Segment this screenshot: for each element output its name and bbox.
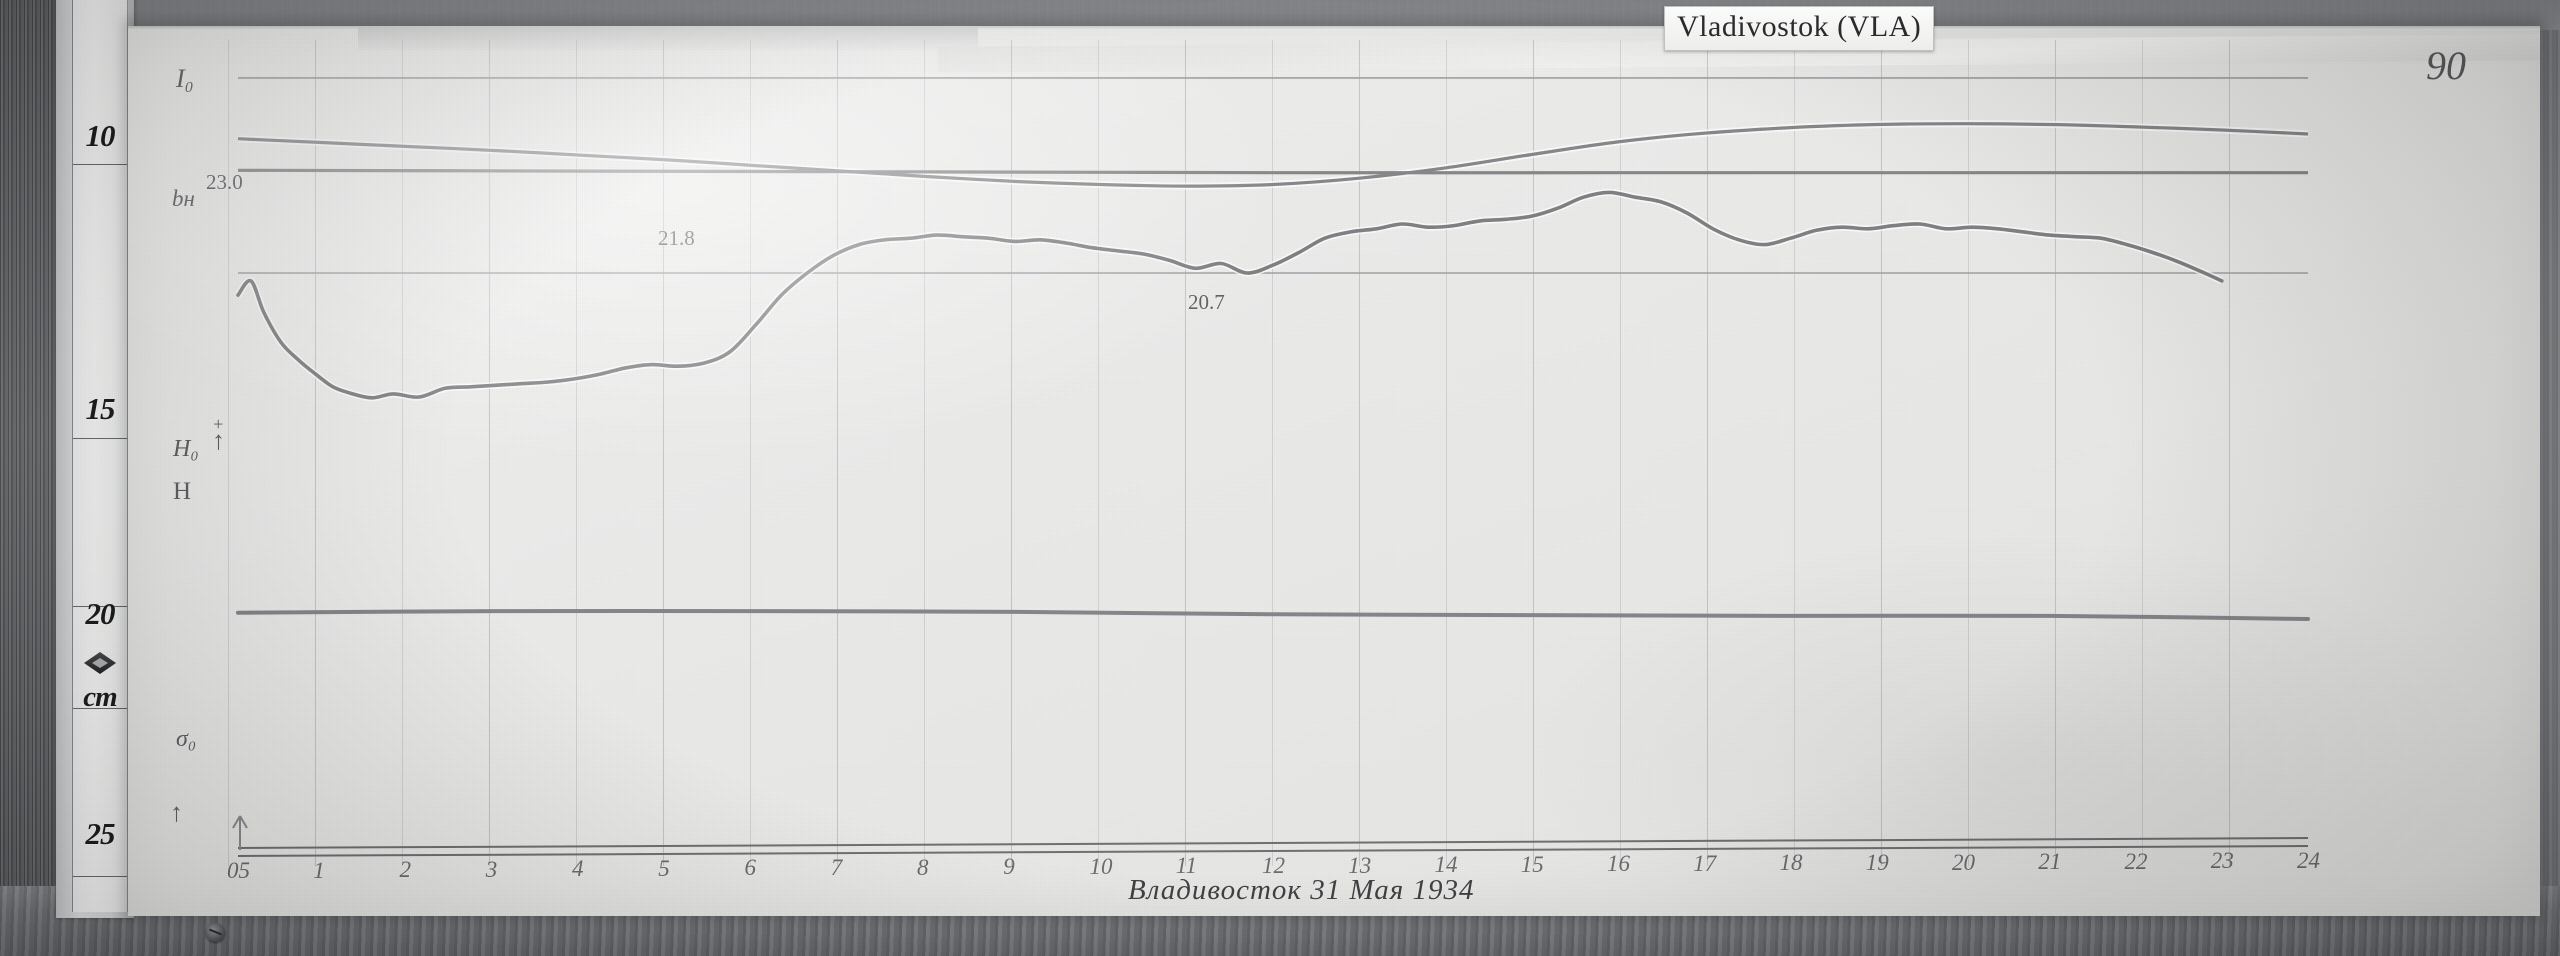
hour-tick-label-9: 9 (1003, 854, 1015, 880)
trace-label-sigma: σ₀ (176, 726, 197, 752)
ruler-diamond-logo (84, 652, 116, 674)
annotation-21-8: 21.8 (658, 226, 695, 250)
magnetogram-sheet: I₀ bн 23.0 21.8 20.7 H₀ + ↑ H σ₀ ↑ 05 1 2 3… (128, 26, 2540, 916)
hour-tick-label-6: 6 (744, 855, 757, 881)
screw-head (206, 923, 225, 942)
hour-tick-label-7: 7 (830, 855, 843, 881)
hour-tick-label-24: 24 (2297, 847, 2320, 873)
time-axis-rules (232, 815, 2309, 857)
handwritten-caption: Владивосток 31 Мая 1934 (1128, 874, 1475, 906)
hour-tick-label-4: 4 (572, 856, 584, 882)
hour-tick-label-23: 23 (2210, 848, 2234, 874)
hour-tick-label-3: 3 (485, 856, 498, 882)
ruler-mark-15: 15 (85, 391, 116, 426)
hour-tick-label-15: 15 (1520, 851, 1544, 877)
hour-tick-label-22: 22 (2124, 848, 2148, 874)
hour-tick-label-2: 2 (399, 857, 412, 883)
trace-label-bh: bн (172, 186, 195, 211)
ruler-unit-label: cm (83, 681, 117, 713)
station-label-text: Vladivostok (VLA) (1677, 10, 1922, 43)
hour-tick-label-21: 21 (2038, 849, 2062, 875)
hour-tick-label-19: 19 (1865, 850, 1889, 876)
annotation-declination-value: 23.0 (206, 170, 243, 194)
trace-label-h0: H₀ (173, 436, 199, 462)
ruler-mark-20: 20 (85, 596, 116, 631)
hour-tick-label-05: 05 (227, 858, 250, 883)
trace-label-h0-arrow: ↑ (212, 426, 225, 455)
station-label-sticker: Vladivostok (VLA) (1664, 6, 1935, 51)
hour-tick-label-18: 18 (1779, 850, 1803, 876)
hour-tick-label-5: 5 (658, 855, 670, 881)
hour-tick-label-1: 1 (313, 857, 325, 883)
hour-tick-label-10: 10 (1089, 853, 1113, 879)
trace-label-i0: I₀ (176, 64, 194, 93)
ruler-mark-10: 10 (85, 118, 116, 153)
ruler-mark-25: 25 (85, 816, 116, 851)
time-axis-origin-arrow: ↑ (170, 798, 183, 827)
hour-tick-label-16: 16 (1607, 851, 1630, 877)
hour-tick-label-8: 8 (917, 854, 929, 880)
hour-tick-label-20: 20 (1952, 849, 1975, 875)
corner-sheet-number: 90 (2426, 43, 2466, 88)
desk-top-edge (120, 0, 2560, 30)
trace-label-h: H (173, 478, 192, 505)
centimeter-ruler: 10 15 20 cm 25 (72, 0, 128, 912)
hour-tick-label-17: 17 (1693, 850, 1717, 876)
annotation-20-7: 20.7 (1188, 290, 1225, 314)
desk-left-wood-grain (0, 0, 60, 956)
